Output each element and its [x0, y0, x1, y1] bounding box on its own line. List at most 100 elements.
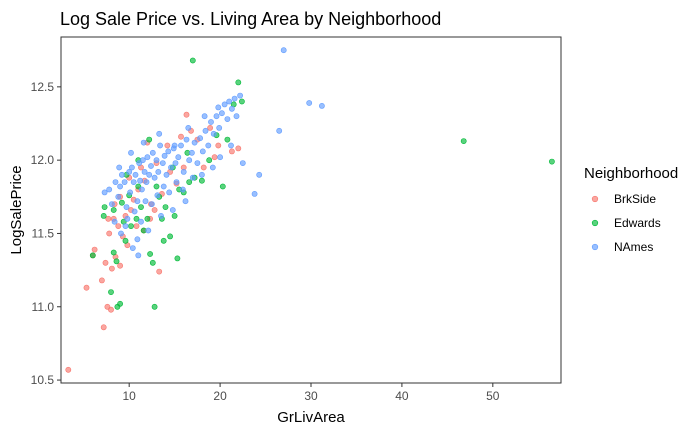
data-point-brkside-25	[151, 207, 158, 213]
x-tick-label-3: 40	[395, 389, 409, 403]
data-point-names-84	[122, 223, 129, 229]
data-point-names-2	[109, 201, 115, 207]
data-point-brkside-1	[83, 284, 90, 291]
data-point-names-88	[169, 207, 176, 213]
data-point-names-3	[112, 179, 119, 185]
data-point-names-99	[135, 252, 142, 259]
data-point-names-73	[154, 192, 161, 199]
data-point-edwards-27	[171, 212, 178, 219]
data-point-names-51	[216, 125, 223, 131]
data-point-brkside-16	[105, 215, 112, 222]
data-point-names-31	[163, 171, 170, 178]
data-point-brkside-34	[211, 154, 218, 161]
y-tick-label-0: 10.5	[31, 373, 55, 387]
data-point-names-13	[132, 171, 139, 178]
data-point-brkside-41	[178, 133, 184, 140]
legend-key-brkside	[591, 195, 599, 203]
data-point-names-62	[280, 47, 287, 54]
data-point-edwards-2	[101, 204, 108, 210]
data-point-edwards-20	[149, 259, 156, 266]
data-point-names-77	[179, 186, 186, 193]
data-point-names-46	[202, 127, 209, 134]
y-tick-label-4: 12.5	[31, 80, 55, 94]
legend-key-names	[591, 243, 599, 251]
legend: Neighborhood BrkSide Edwards NAmes	[584, 165, 678, 254]
x-tick-label-0: 10	[123, 389, 137, 403]
data-point-names-33	[168, 164, 174, 171]
data-point-names-93	[156, 130, 163, 137]
data-point-names-6	[119, 171, 125, 178]
data-point-names-81	[217, 154, 223, 161]
data-point-names-5	[117, 183, 123, 190]
data-point-names-71	[142, 198, 149, 205]
y-tick-label-2: 11.5	[32, 226, 55, 240]
data-point-names-43	[194, 160, 201, 166]
data-point-names-68	[129, 245, 136, 251]
data-point-edwards-0	[89, 252, 96, 259]
data-point-names-66	[118, 230, 124, 237]
data-point-names-22	[146, 171, 153, 178]
data-point-names-56	[228, 105, 235, 112]
data-point-edwards-3	[108, 289, 114, 295]
data-point-edwards-4	[110, 249, 117, 256]
data-point-brkside-7	[108, 306, 114, 313]
data-point-names-23	[148, 163, 154, 169]
data-point-names-0	[101, 189, 108, 196]
data-point-brkside-0	[65, 366, 72, 373]
data-point-edwards-21	[151, 303, 158, 310]
x-tick-label-1: 20	[213, 389, 227, 403]
data-point-brkside-35	[133, 223, 140, 229]
data-point-names-57	[231, 95, 238, 102]
data-point-edwards-7	[117, 300, 123, 307]
data-point-edwards-49	[174, 255, 181, 262]
data-point-edwards-25	[162, 204, 169, 210]
data-point-names-27	[155, 168, 162, 175]
data-point-names-38	[180, 168, 187, 175]
data-point-names-12	[130, 179, 137, 185]
data-point-names-1	[106, 186, 113, 193]
data-point-brkside-44	[207, 125, 213, 131]
data-point-names-24	[149, 149, 156, 156]
data-point-names-40	[186, 157, 193, 164]
data-point-names-8	[123, 204, 130, 210]
data-point-names-19	[141, 168, 148, 175]
data-point-names-26	[153, 157, 160, 164]
data-point-edwards-30	[186, 179, 193, 185]
data-point-names-50	[213, 113, 220, 120]
data-point-names-78	[189, 174, 196, 181]
y-axis-label: LogSalePrice	[8, 165, 25, 254]
data-point-names-87	[158, 212, 164, 219]
plot-panel	[60, 36, 562, 384]
data-point-names-9	[126, 168, 133, 175]
data-point-names-63	[306, 100, 313, 106]
data-point-names-64	[318, 103, 325, 109]
data-point-brkside-8	[102, 259, 109, 266]
legend-label-edwards: Edwards	[614, 216, 661, 230]
data-point-names-11	[128, 164, 135, 171]
data-point-brkside-33	[200, 164, 207, 171]
data-point-edwards-37	[224, 136, 231, 143]
data-point-names-18	[139, 157, 146, 164]
data-point-edwards-36	[219, 183, 226, 190]
data-point-names-14	[134, 198, 141, 205]
data-point-names-61	[276, 127, 283, 134]
data-point-names-10	[127, 189, 134, 196]
data-point-names-30	[161, 152, 168, 159]
data-point-brkside-4	[99, 277, 105, 284]
data-point-names-41	[188, 149, 195, 156]
data-point-names-94	[171, 142, 178, 149]
data-point-edwards-13	[128, 223, 134, 229]
data-point-names-83	[239, 160, 246, 166]
x-tick-label-4: 50	[486, 389, 500, 403]
data-point-edwards-34	[206, 157, 213, 164]
data-point-names-89	[182, 198, 189, 205]
data-point-names-52	[218, 110, 225, 117]
data-point-names-53	[221, 101, 228, 108]
data-point-brkside-45	[215, 142, 222, 149]
data-point-names-59	[251, 190, 258, 197]
legend-key-edwards	[591, 219, 599, 227]
data-point-edwards-19	[147, 251, 153, 257]
data-point-edwards-41	[460, 138, 467, 144]
data-point-edwards-39	[235, 79, 242, 86]
